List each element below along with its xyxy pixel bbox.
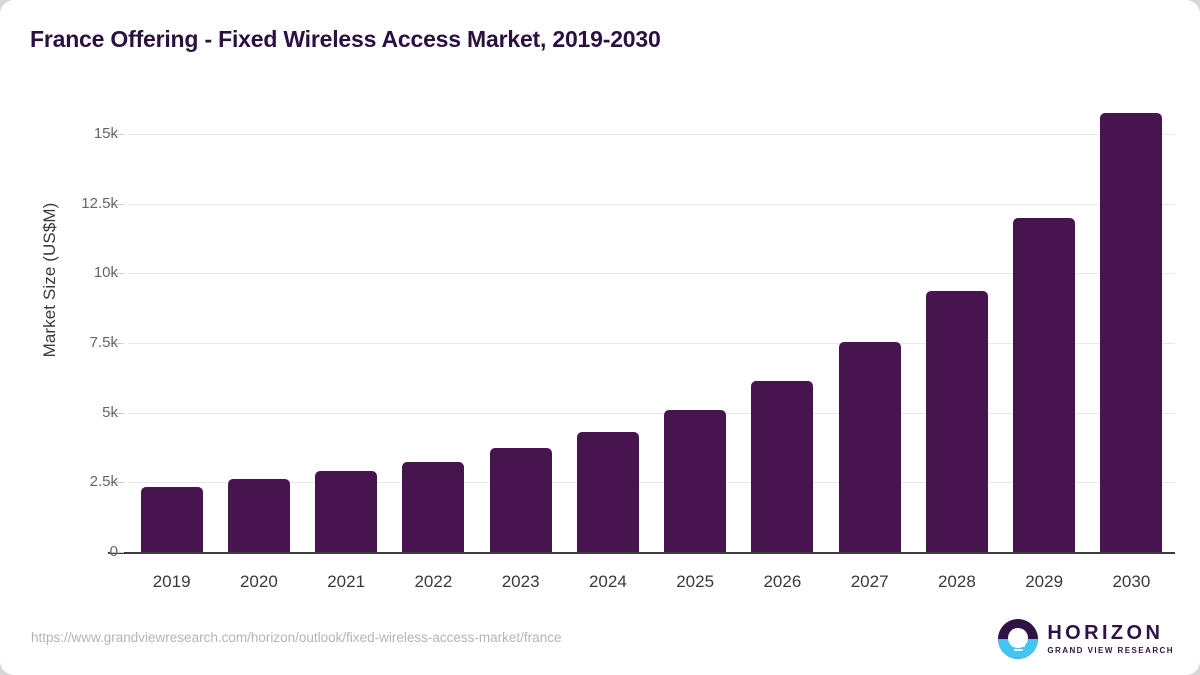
y-axis-tick-label: 15k [93,125,118,142]
source-url[interactable]: https://www.grandviewresearch.com/horizo… [31,630,562,645]
y-axis-tick-mark [110,343,124,344]
y-axis-tick-mark [110,134,124,135]
bar-column[interactable] [315,134,378,552]
bar[interactable] [402,462,465,552]
gridlines [128,134,1175,552]
x-axis-tick-label: 2030 [1112,572,1151,591]
bar[interactable] [1100,113,1163,552]
x-axis-line [108,552,1175,554]
x-axis-tick-label: 2027 [850,572,889,591]
bar-column[interactable] [751,134,814,552]
bar[interactable] [489,448,552,552]
bar[interactable] [315,470,378,552]
bar-column[interactable] [1100,113,1163,552]
x-axis-tick-label: 2025 [676,572,715,591]
bar-column[interactable] [227,134,290,552]
y-axis-tick-label: 5k [102,403,118,421]
bar-column[interactable] [664,134,727,552]
gridline [128,273,1175,275]
x-axis-tick-label: 2028 [937,572,976,591]
bar-column[interactable] [489,134,552,552]
bar[interactable] [925,290,988,552]
x-axis-tick-label: 2029 [1025,572,1064,591]
bar-series [128,113,1175,552]
x-axis-tick-label: 2020 [239,572,278,591]
x-axis-tick-label: 2019 [152,572,191,591]
bar[interactable] [227,478,290,552]
y-axis-tick-mark [110,552,124,553]
bar-column[interactable] [402,134,465,552]
y-axis-tick-mark [110,482,124,484]
gridline [128,203,1175,205]
bar[interactable] [838,342,901,552]
gridline [128,482,1175,484]
x-axis-tick-label: 2024 [588,572,627,591]
page-title: France Offering - Fixed Wireless Access … [30,26,661,52]
bar-column[interactable] [1013,134,1076,552]
x-axis-tick-label: 2022 [414,572,453,591]
x-axis-tick-label: 2026 [763,572,802,591]
logo-subtitle: GRAND VIEW RESEARCH [1047,646,1174,655]
y-axis-tick-mark [110,203,124,205]
y-axis-tick-label: 2.5k [89,473,118,491]
bar-column[interactable] [925,134,988,552]
x-axis-tick-label: 2023 [501,572,540,591]
bar[interactable] [576,431,639,552]
bar[interactable] [140,487,203,552]
y-axis-tick-mark [110,412,124,414]
bar[interactable] [1013,218,1076,552]
horizon-logo: HORIZON GRAND VIEW RESEARCH [998,618,1174,660]
gridline [128,412,1175,414]
x-axis-tick-label: 2021 [327,572,366,591]
y-axis-tick-label: 0 [109,543,118,560]
bar-column[interactable] [838,134,901,552]
gridline [128,343,1175,344]
gridline [128,134,1175,135]
sunrise-circle-icon [998,619,1039,659]
logo-name: HORIZON [1047,622,1164,644]
bar[interactable] [664,409,727,552]
bar-column[interactable] [140,134,203,552]
y-axis-tick-label: 10k [93,264,118,282]
y-axis-tick-mark [110,273,124,275]
y-axis-tick-label: 7.5k [89,334,118,351]
bar[interactable] [751,380,814,552]
logo-text: HORIZON GRAND VIEW RESEARCH [1047,623,1174,655]
bar-column[interactable] [576,134,639,552]
y-axis-tick-label: 12.5k [81,194,118,212]
